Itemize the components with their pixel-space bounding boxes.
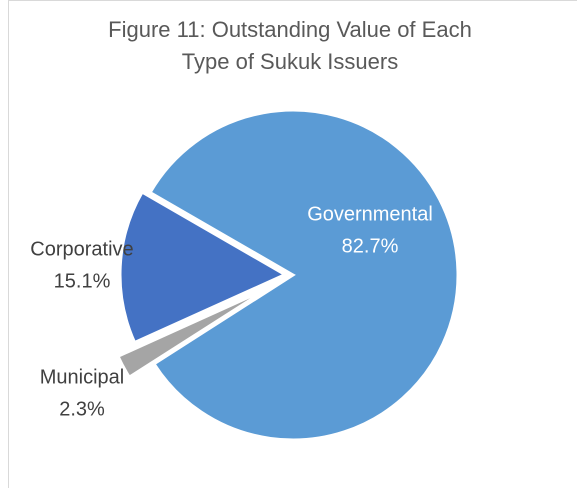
value-label: 2.3%	[59, 398, 105, 420]
pie-slice	[118, 190, 289, 345]
chart-title: Figure 11: Outstanding Value of Each Typ…	[108, 17, 472, 74]
value-label: 82.7%	[342, 235, 399, 257]
slice-label: Municipal	[40, 366, 124, 388]
chart-frame	[8, 0, 577, 488]
pie-slice	[148, 108, 460, 442]
value-label: 15.1%	[54, 270, 111, 292]
slice-label: Corporative	[30, 238, 133, 260]
pie-slice	[116, 286, 270, 380]
slice-label: Governmental	[307, 203, 433, 225]
